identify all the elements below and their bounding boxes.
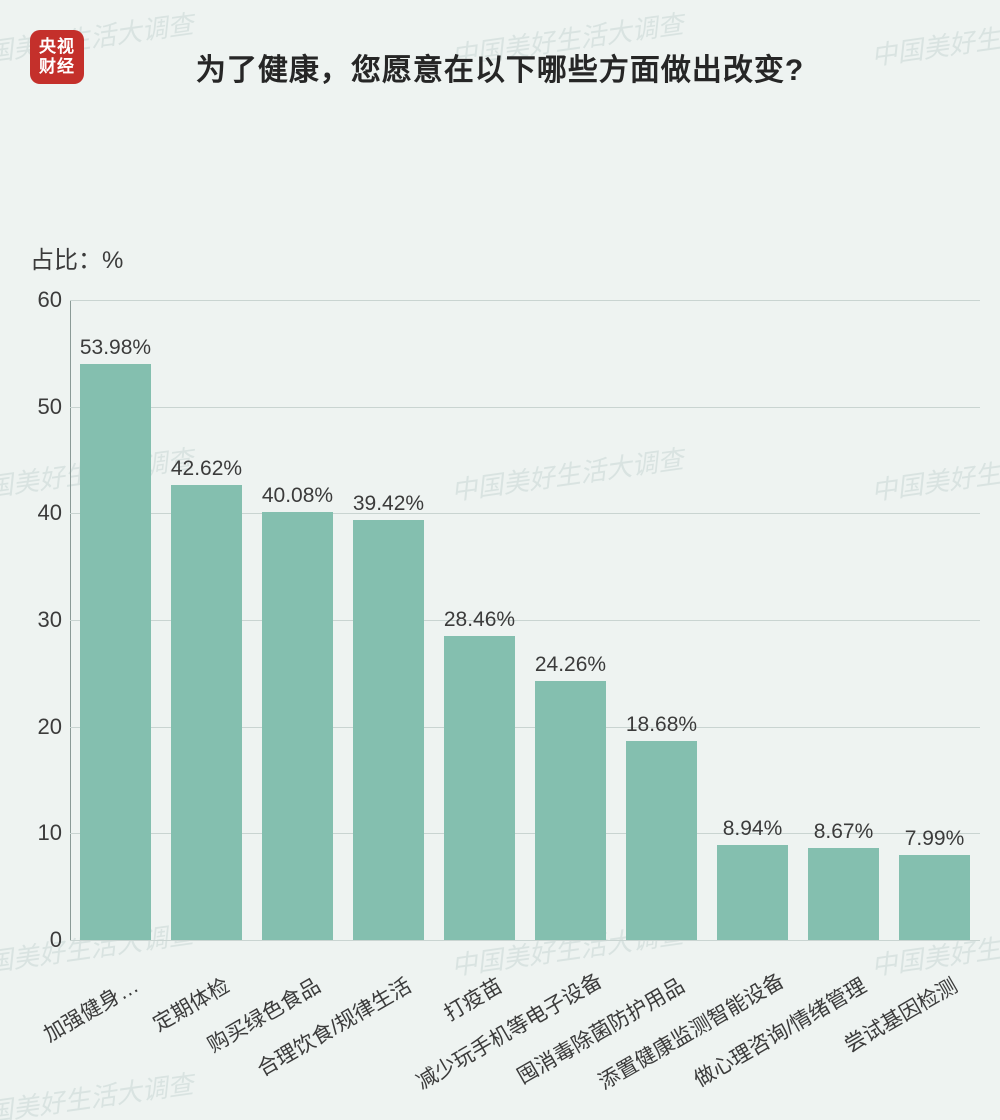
y-tick-label: 40 (22, 500, 62, 526)
y-tick-label: 50 (22, 394, 62, 420)
bar-value-label: 18.68% (626, 713, 697, 741)
bar-value-label: 7.99% (905, 827, 965, 855)
y-tick-label: 0 (22, 927, 62, 953)
chart-title: 为了健康，您愿意在以下哪些方面做出改变? (0, 45, 1000, 89)
bar: 40.08% (262, 512, 333, 940)
bar: 39.42% (353, 520, 424, 940)
bars-group: 53.98% 42.62% 40.08% 39.42% 28.46% 24.26% 18.6… (70, 300, 980, 940)
grid-line (70, 940, 980, 941)
bar-value-label: 42.62% (171, 457, 242, 485)
bar-value-label: 8.94% (723, 817, 783, 845)
y-tick-label: 60 (22, 287, 62, 313)
bar-value-label: 24.26% (535, 653, 606, 681)
bar: 53.98% (80, 364, 151, 940)
y-tick-label: 20 (22, 714, 62, 740)
bar-chart: 53.98% 42.62% 40.08% 39.42% 28.46% 24.26% 18.6… (70, 300, 980, 940)
bar: 8.67% (808, 848, 879, 940)
bar: 42.62% (171, 485, 242, 940)
bar: 18.68% (626, 741, 697, 940)
bar-value-label: 39.42% (353, 492, 424, 520)
bar-value-label: 28.46% (444, 608, 515, 636)
bar: 28.46% (444, 636, 515, 940)
bar: 7.99% (899, 855, 970, 940)
y-axis-label: 占比：% (30, 240, 123, 275)
bar-value-label: 53.98% (80, 336, 151, 364)
bar: 8.94% (717, 845, 788, 940)
bar: 24.26% (535, 681, 606, 940)
bar-value-label: 8.67% (814, 820, 874, 848)
y-tick-label: 10 (22, 820, 62, 846)
bar-value-label: 40.08% (262, 484, 333, 512)
y-tick-label: 30 (22, 607, 62, 633)
